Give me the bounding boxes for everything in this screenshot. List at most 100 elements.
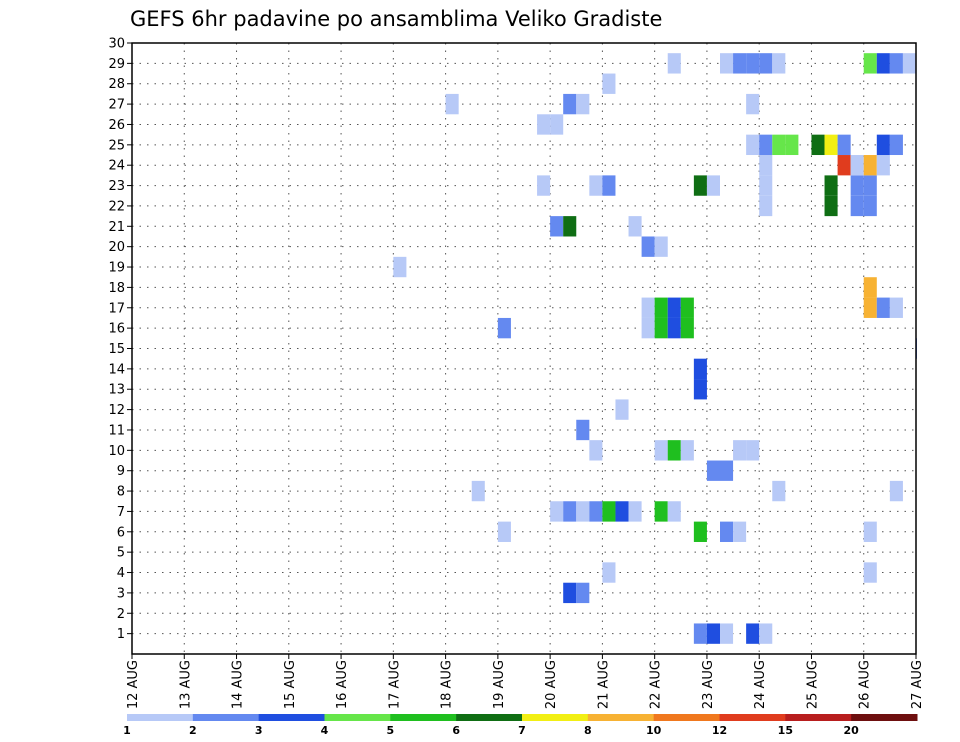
precip-cell (850, 155, 864, 176)
colorbar-label: 20 (844, 724, 860, 737)
precip-cell (693, 175, 707, 196)
precip-cell (654, 297, 668, 318)
precip-cell (654, 317, 668, 339)
grid-lines (132, 42, 916, 654)
precip-cell (563, 501, 577, 522)
x-tick-label: 23 AUG (701, 660, 716, 709)
precip-cell (746, 623, 760, 644)
precip-cell (876, 297, 890, 318)
precip-cell (667, 440, 681, 461)
precip-cell (746, 134, 760, 156)
colorbar-label: 15 (778, 724, 793, 737)
precip-cell (889, 53, 903, 74)
y-tick-label: 26 (108, 118, 125, 133)
x-tick-label: 13 AUG (178, 660, 193, 709)
precip-cell (863, 175, 877, 196)
precip-cell (746, 53, 760, 74)
y-tick-label: 15 (108, 342, 125, 357)
colorbar: 1 2 3 4 5 6 7 8 10 12 15 20 (123, 714, 918, 737)
precip-cell (667, 53, 681, 74)
chart-title: GEFS 6hr padavine po ansamblima Veliko G… (130, 7, 662, 31)
precip-cell (628, 501, 642, 522)
precip-cell (720, 53, 734, 74)
precip-cell (733, 53, 747, 74)
precip-cell (863, 53, 877, 74)
y-tick-label: 16 (108, 322, 125, 337)
precip-cell (850, 175, 864, 196)
precip-cell (471, 480, 485, 502)
colorbar-swatch (258, 714, 325, 721)
colorbar-label: 5 (387, 724, 395, 737)
precip-cell (863, 521, 877, 542)
precip-cell (720, 460, 734, 481)
precip-cell (824, 175, 838, 196)
precip-cell (706, 623, 720, 644)
y-tick-label: 20 (108, 240, 125, 255)
precip-cell (837, 134, 851, 156)
precip-cell (602, 501, 616, 522)
colorbar-label: 4 (321, 724, 329, 737)
precip-cell (889, 297, 903, 318)
x-tick-label: 20 AUG (544, 660, 559, 709)
precip-cell (628, 216, 642, 237)
precip-cell (759, 134, 773, 156)
y-tick-label: 1 (117, 627, 125, 642)
precip-cell (733, 440, 747, 461)
precip-cell (811, 134, 825, 156)
precip-cell (445, 93, 459, 115)
colorbar-swatch (324, 714, 391, 721)
colorbar-swatch (587, 714, 655, 721)
y-tick-label: 18 (108, 281, 125, 296)
x-tick-label: 18 AUG (440, 660, 455, 709)
x-tick-label: 24 AUG (753, 660, 768, 709)
precip-cell (654, 501, 668, 522)
precip-cell (863, 562, 877, 583)
x-tick-label: 26 AUG (858, 660, 873, 709)
colorbar-swatch (785, 714, 852, 721)
precip-cell (576, 93, 590, 115)
y-tick-label: 24 (108, 159, 125, 174)
colorbar-label: 8 (584, 724, 592, 737)
precip-cell (863, 195, 877, 217)
precip-cell (576, 582, 590, 604)
y-tick-label: 4 (117, 566, 125, 581)
x-tick-label: 19 AUG (492, 660, 507, 709)
precip-cell (550, 216, 564, 237)
precip-cells (393, 53, 917, 644)
precip-cell (693, 358, 707, 380)
y-tick-label: 14 (108, 362, 125, 377)
precip-cell (720, 521, 734, 542)
colorbar-label: 2 (189, 724, 197, 737)
y-tick-label: 29 (108, 57, 125, 72)
y-tick-label: 12 (108, 403, 125, 418)
precip-cell (759, 195, 773, 217)
precip-cell (602, 562, 616, 583)
colorbar-swatch (719, 714, 786, 721)
precip-cell (641, 236, 655, 257)
precip-cell (589, 440, 603, 461)
precip-cell (393, 256, 407, 278)
colorbar-swatch (522, 714, 589, 721)
precip-cell (576, 501, 590, 522)
precip-cell (680, 317, 694, 339)
precip-cell (902, 53, 916, 74)
colorbar-swatch (456, 714, 523, 721)
y-tick-label: 10 (108, 444, 125, 459)
precip-cell (876, 155, 890, 176)
precip-cell (537, 175, 551, 196)
y-tick-label: 30 (108, 37, 125, 52)
y-tick-label: 7 (117, 505, 125, 520)
precip-cell (680, 440, 694, 461)
precip-cell (576, 419, 590, 441)
precip-cell (563, 93, 577, 115)
precip-cell (667, 297, 681, 318)
precip-cell (602, 175, 616, 196)
precip-cell (550, 501, 564, 522)
precip-cell (863, 277, 877, 298)
precip-cell (759, 175, 773, 196)
y-tick-label: 23 (108, 179, 125, 194)
y-tick-label: 6 (117, 525, 125, 540)
precip-cell (706, 460, 720, 481)
precip-cell (589, 501, 603, 522)
